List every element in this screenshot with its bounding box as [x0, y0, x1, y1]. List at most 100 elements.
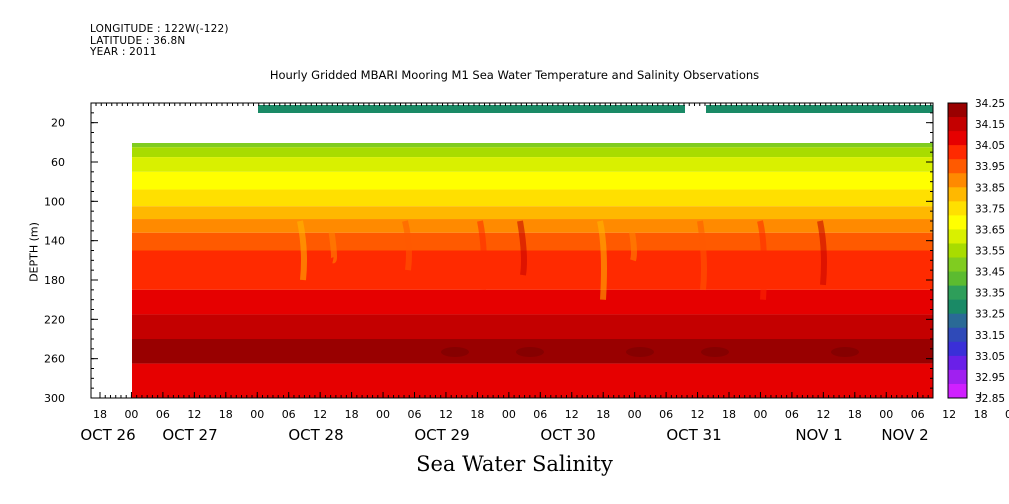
colorbar-label: 32.85: [975, 393, 1005, 405]
x-tick-label: 12: [816, 408, 830, 421]
x-tick-label: 12: [565, 408, 579, 421]
colorbar-swatch: [948, 159, 967, 174]
x-tick-label: 06: [156, 408, 170, 421]
surface-strip: [258, 105, 685, 113]
x-date-label: OCT 31: [666, 426, 721, 444]
y-tick-label: 180: [44, 274, 65, 287]
colorbar-swatch: [948, 229, 967, 244]
deep-salinity-core: [701, 347, 729, 357]
y-tick-label: 260: [44, 353, 65, 366]
colorbar-swatch: [948, 103, 967, 118]
x-tick-label: 12: [691, 408, 705, 421]
contour-streak: [517, 220, 527, 276]
colorbar-swatch: [948, 173, 967, 188]
x-tick-label: 06: [282, 408, 296, 421]
colorbar-label: 34.25: [975, 98, 1005, 110]
salinity-band: [132, 314, 933, 339]
x-tick-label: 18: [974, 408, 988, 421]
colorbar-swatch: [948, 145, 967, 160]
colorbar-label: 33.75: [975, 203, 1005, 215]
x-tick-label: 06: [785, 408, 799, 421]
x-tick-label: 06: [533, 408, 547, 421]
deep-salinity-core: [626, 347, 654, 357]
x-tick-label: 06: [408, 408, 422, 421]
contour-streak: [597, 220, 607, 300]
colorbar-label: 33.45: [975, 267, 1005, 279]
colorbar-swatch: [948, 299, 967, 315]
deep-salinity-core: [441, 347, 469, 357]
x-tick-label: 00: [250, 408, 264, 421]
salinity-band: [132, 171, 933, 190]
salinity-band: [132, 219, 933, 233]
salinity-band: [132, 232, 933, 251]
x-tick-label: 00: [376, 408, 390, 421]
y-tick-label: 100: [44, 195, 65, 208]
x-tick-label: 00: [753, 408, 767, 421]
colorbar-swatch: [948, 285, 967, 301]
x-date-label: OCT 29: [414, 426, 469, 444]
salinity-band: [132, 250, 933, 290]
x-date-label: NOV 1: [795, 426, 842, 444]
colorbar-label: 33.65: [975, 224, 1005, 236]
colorbar-label: 33.95: [975, 161, 1005, 173]
colorbar-label: 33.55: [975, 246, 1005, 258]
y-tick-label: 20: [51, 117, 65, 130]
salinity-band: [132, 363, 933, 398]
contour-streak: [477, 220, 487, 291]
y-tick-label: 140: [44, 235, 65, 248]
x-tick-label: 12: [942, 408, 956, 421]
x-date-label: OCT 28: [288, 426, 343, 444]
contour-streak: [697, 220, 707, 291]
x-tick-label: 12: [439, 408, 453, 421]
location-metadata: LONGITUDE : 122W(-122) LATITUDE : 36.8N …: [90, 23, 229, 59]
colorbar-label: 34.15: [975, 119, 1005, 131]
x-tick-label: 18: [722, 408, 736, 421]
x-tick-label: 00: [124, 408, 138, 421]
x-tick-label: 00: [879, 408, 893, 421]
y-tick-label: 300: [44, 392, 65, 405]
colorbar-label: 33.85: [975, 182, 1005, 194]
colorbar-swatch: [948, 201, 967, 216]
colorbar-swatch: [948, 383, 967, 399]
contour-streak: [757, 220, 767, 300]
x-date-label: OCT 26: [80, 426, 135, 444]
x-tick-label: 18: [848, 408, 862, 421]
colorbar-label: 33.05: [975, 351, 1005, 363]
salinity-band: [132, 289, 933, 315]
longitude-label: LONGITUDE : 122W(-122): [90, 23, 229, 35]
colorbar-swatch: [948, 131, 967, 146]
x-tick-label: 18: [470, 408, 484, 421]
deep-salinity-core: [831, 347, 859, 357]
x-tick-label: 18: [596, 408, 610, 421]
latitude-label: LATITUDE : 36.8N: [90, 34, 186, 47]
colorbar-swatch: [948, 117, 967, 132]
colorbar-swatch: [948, 355, 967, 371]
colorbar-swatch: [948, 341, 967, 357]
chart-title: Hourly Gridded MBARI Mooring M1 Sea Wate…: [269, 68, 760, 82]
colorbar-swatch: [948, 257, 967, 273]
contour-streak: [627, 220, 637, 262]
colorbar-swatch: [948, 327, 967, 343]
x-tick-label: 18: [93, 408, 107, 421]
colorbar-swatch: [948, 271, 967, 287]
x-tick-label: 12: [187, 408, 201, 421]
deep-salinity-core: [516, 347, 544, 357]
colorbar-swatch: [948, 187, 967, 202]
contour-streak: [402, 220, 412, 271]
colorbar-swatch: [948, 215, 967, 230]
x-tick-label: 00: [1005, 408, 1009, 421]
x-date-label: NOV 2: [881, 426, 928, 444]
contour-streak: [327, 220, 337, 264]
colorbar-label: 33.15: [975, 330, 1005, 342]
x-tick-label: 18: [219, 408, 233, 421]
x-axis-title: Sea Water Salinity: [416, 452, 613, 476]
salinity-band: [132, 147, 933, 158]
colorbar-label: 33.25: [975, 309, 1005, 321]
y-tick-label: 60: [51, 156, 65, 169]
salinity-band: [132, 189, 933, 207]
x-tick-label: 06: [911, 408, 925, 421]
contour-streak: [297, 220, 307, 281]
colorbar-swatch: [948, 313, 967, 329]
x-date-label: OCT 27: [162, 426, 217, 444]
